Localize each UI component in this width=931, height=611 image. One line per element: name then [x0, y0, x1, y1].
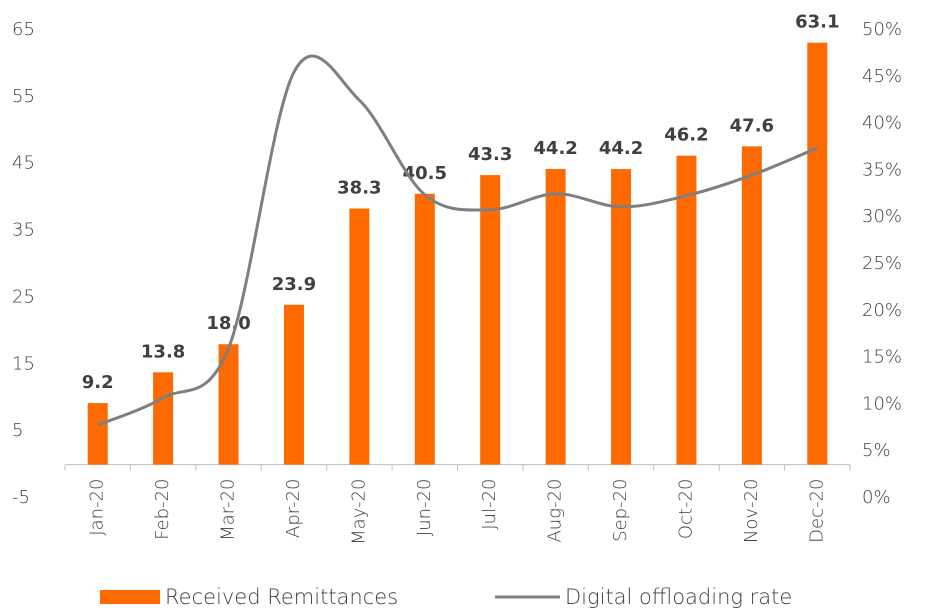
bar [676, 155, 697, 465]
data-label: 43.3 [468, 144, 512, 165]
data-label: 44.2 [533, 138, 577, 159]
y2-tick-label: 5% [862, 440, 891, 461]
x-tick-label: Feb-20 [152, 479, 173, 540]
bar [218, 344, 239, 465]
data-label: 13.8 [141, 341, 185, 362]
y2-tick-label: 30% [862, 206, 902, 227]
y2-tick-label: 40% [862, 113, 902, 134]
x-tick-label: May-20 [348, 479, 369, 545]
x-tick-label: Jul-20 [479, 479, 500, 530]
bar [153, 372, 174, 465]
x-tick-label: Apr-20 [283, 479, 304, 538]
y-tick-label: 65 [12, 19, 35, 40]
y-tick-label: 55 [12, 86, 35, 107]
x-tick-label: Nov-20 [741, 479, 762, 544]
x-tick-label: Aug-20 [545, 479, 566, 543]
y-tick-label: 15 [12, 353, 35, 374]
line [97, 54, 818, 427]
y2-tick-label: 15% [862, 347, 902, 368]
data-label: 40.5 [403, 163, 447, 184]
data-label: 46.2 [664, 125, 708, 146]
data-label: 38.3 [337, 178, 381, 199]
bar [807, 42, 828, 465]
data-label: 18.0 [206, 313, 250, 334]
y2-tick-label: 35% [862, 159, 902, 180]
y-tick-label: -5 [12, 487, 30, 508]
y-tick-label: 25 [12, 286, 35, 307]
y2-tick-label: 45% [862, 66, 902, 87]
bar [611, 169, 632, 465]
data-label: 63.1 [795, 12, 839, 33]
x-tick-label: Jun-20 [414, 479, 435, 537]
y2-tick-label: 20% [862, 300, 902, 321]
legend-label: Received Remittances [165, 585, 398, 609]
bar [480, 175, 501, 465]
legend-label: Digital offloading rate [565, 585, 792, 609]
data-label: 23.9 [272, 274, 316, 295]
y-tick-label: 5 [12, 420, 23, 441]
bar [283, 304, 304, 465]
data-label: 9.2 [82, 372, 114, 393]
x-tick-label: Jan-20 [87, 479, 108, 536]
y2-tick-label: 0% [862, 487, 891, 508]
legend-swatch [100, 590, 160, 604]
bar [414, 193, 435, 465]
data-label: 47.6 [730, 115, 774, 136]
x-tick-label: Sep-20 [610, 479, 631, 542]
x-tick-label: Dec-20 [806, 479, 827, 543]
x-tick-label: Mar-20 [218, 479, 239, 541]
y2-tick-label: 10% [862, 393, 902, 414]
y-tick-label: 35 [12, 220, 35, 241]
x-tick-label: Oct-20 [675, 479, 696, 540]
y2-tick-label: 50% [862, 19, 902, 40]
bar [741, 146, 762, 465]
bar [349, 208, 370, 465]
y2-tick-label: 25% [862, 253, 902, 274]
bar [87, 403, 108, 465]
y-tick-label: 45 [12, 153, 35, 174]
data-label: 44.2 [599, 138, 643, 159]
bar [545, 169, 566, 465]
